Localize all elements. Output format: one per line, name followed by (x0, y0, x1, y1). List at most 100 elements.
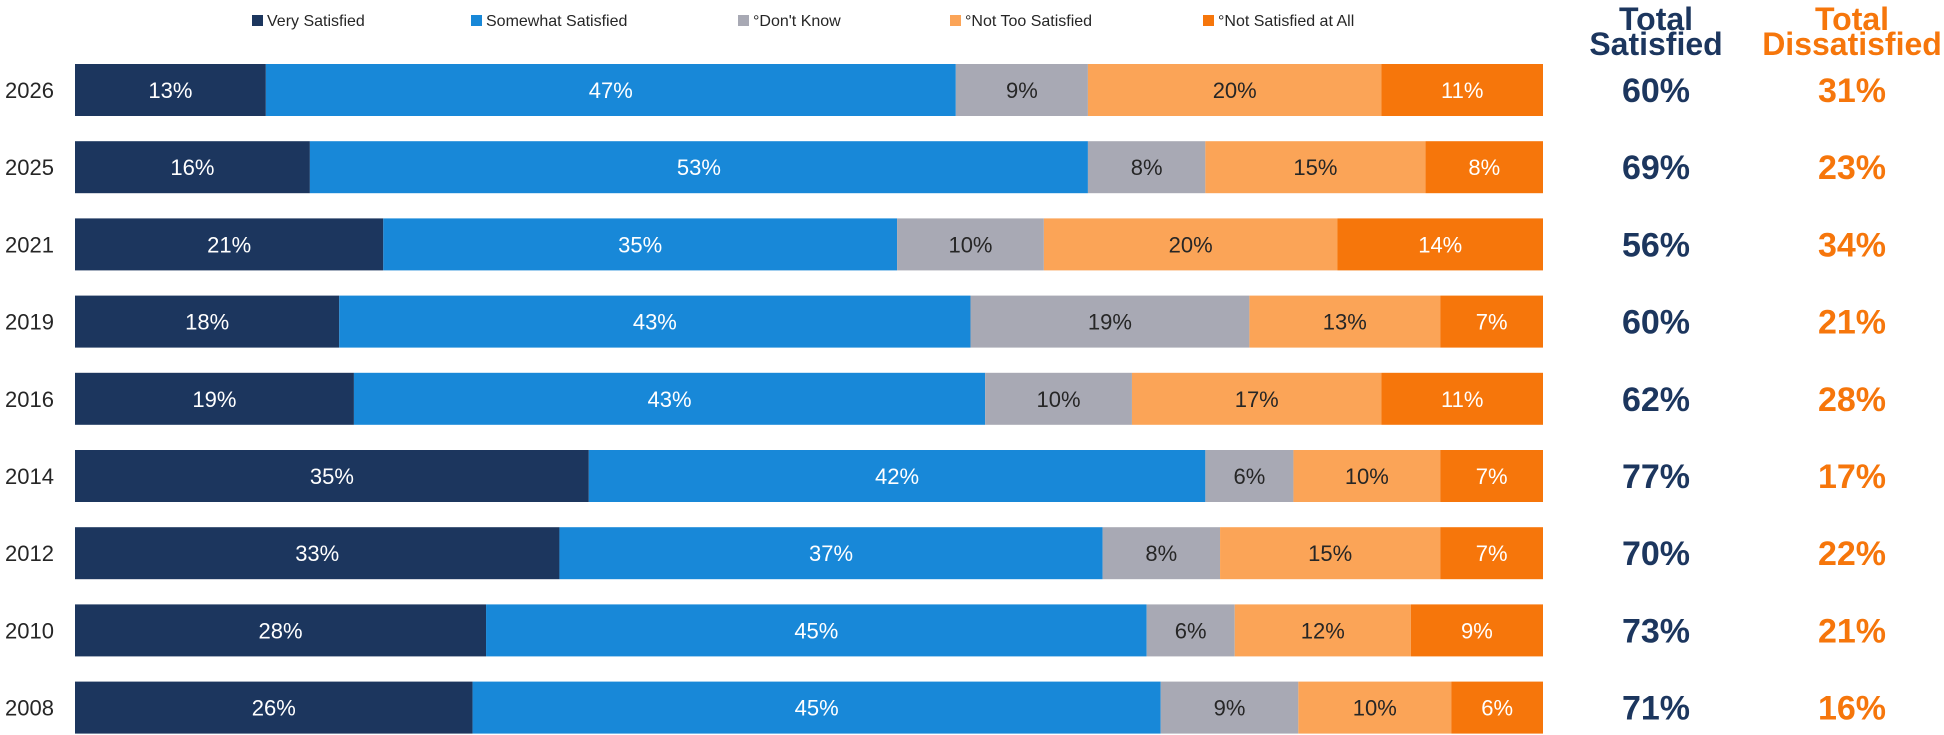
bar-segment-not-satisfied-at-all (1440, 450, 1543, 502)
total-dissatisfied-value: 31% (1818, 72, 1886, 110)
data-label-somewhat-satisfied: 43% (633, 310, 677, 335)
bar-segment-not-satisfied-at-all (1381, 64, 1543, 116)
total-satisfied-value: 60% (1622, 304, 1690, 342)
total-satisfied-value: 60% (1622, 72, 1690, 110)
data-label-don-t-know: 8% (1145, 541, 1177, 566)
data-label-very-satisfied: 18% (185, 310, 229, 335)
data-label-don-t-know: 6% (1175, 618, 1207, 643)
data-label-very-satisfied: 13% (148, 78, 192, 103)
total-satisfied-value: 69% (1622, 149, 1690, 187)
category-label: 2012 (5, 541, 54, 566)
total-dissatisfied-value: 21% (1818, 304, 1886, 342)
legend-swatch (471, 15, 482, 26)
data-label-don-t-know: 8% (1131, 155, 1163, 180)
bar-segment-don-t-know (1087, 141, 1206, 194)
bar-segment-not-too-satisfied (1293, 450, 1441, 502)
data-label-don-t-know: 10% (948, 232, 992, 257)
chart-row-2019: 2019 18% 43% 19% 13% 7% 60% 21% (5, 295, 1886, 348)
legend-swatch (252, 15, 263, 26)
category-label: 2019 (5, 310, 54, 335)
total-dissatisfied-value: 21% (1818, 612, 1886, 650)
data-label-not-too-satisfied: 20% (1169, 232, 1213, 257)
total-dissatisfied-value: 28% (1818, 381, 1886, 419)
bar-segment-somewhat-satisfied (265, 64, 956, 116)
bar-segment-not-too-satisfied (1234, 604, 1411, 657)
bar-segment-don-t-know (985, 372, 1132, 425)
legend-item-somewhat-satisfied: Somewhat Satisfied (471, 13, 627, 30)
data-label-not-too-satisfied: 15% (1293, 155, 1337, 180)
data-label-somewhat-satisfied: 45% (794, 618, 838, 643)
bar-segment-somewhat-satisfied (472, 681, 1161, 734)
bar-segment-not-satisfied-at-all (1425, 141, 1543, 194)
bar-segment-don-t-know (897, 218, 1044, 271)
legend-label: °Not Too Satisfied (965, 13, 1092, 30)
bar-segment-don-t-know (970, 295, 1250, 348)
chart-row-2016: 2016 19% 43% 10% 17% 11% 62% 28% (5, 372, 1886, 425)
data-label-very-satisfied: 28% (258, 618, 302, 643)
bar-segment-don-t-know (1160, 681, 1299, 734)
data-label-not-satisfied-at-all: 7% (1476, 464, 1508, 489)
bar-segment-somewhat-satisfied (486, 604, 1147, 657)
data-label-very-satisfied: 19% (192, 387, 236, 412)
data-label-not-too-satisfied: 15% (1308, 541, 1352, 566)
total-satisfied-value: 62% (1622, 381, 1690, 419)
bar-segment-not-too-satisfied (1043, 218, 1338, 271)
bar-segment-not-satisfied-at-all (1440, 295, 1543, 348)
data-label-not-satisfied-at-all: 8% (1468, 155, 1500, 180)
legend-label: Very Satisfied (267, 13, 365, 30)
bar-segment-somewhat-satisfied (588, 450, 1206, 502)
total-dissatisfied-value: 22% (1818, 535, 1886, 573)
header-total-dissatisfied-line-2: Dissatisfied (1762, 26, 1942, 62)
bar-segment-very-satisfied (75, 372, 354, 425)
data-label-don-t-know: 9% (1214, 696, 1246, 721)
data-label-very-satisfied: 33% (295, 541, 339, 566)
data-label-very-satisfied: 35% (310, 464, 354, 489)
total-satisfied-value: 56% (1622, 226, 1690, 264)
chart-row-2008: 2008 26% 45% 9% 10% 6% 71% 16% (5, 681, 1886, 734)
data-label-not-too-satisfied: 12% (1301, 618, 1345, 643)
data-label-not-satisfied-at-all: 7% (1476, 310, 1508, 335)
total-dissatisfied-value: 16% (1818, 690, 1886, 728)
data-label-somewhat-satisfied: 42% (875, 464, 919, 489)
bar-segment-don-t-know (1205, 450, 1294, 502)
bar-segment-very-satisfied (75, 681, 473, 734)
chart-row-2014: 2014 35% 42% 6% 10% 7% 77% 17% (5, 450, 1886, 502)
total-dissatisfied-value: 23% (1818, 149, 1886, 187)
legend-label: Somewhat Satisfied (486, 13, 627, 30)
data-label-not-too-satisfied: 20% (1213, 78, 1257, 103)
bar-segment-very-satisfied (75, 64, 266, 116)
bar-segment-very-satisfied (75, 141, 310, 194)
data-label-don-t-know: 6% (1234, 464, 1266, 489)
category-label: 2016 (5, 387, 54, 412)
legend-swatch (950, 15, 961, 26)
legend-swatch (1203, 15, 1214, 26)
legend-label: °Don't Know (753, 13, 841, 30)
data-label-very-satisfied: 16% (170, 155, 214, 180)
data-label-very-satisfied: 21% (207, 232, 251, 257)
data-label-somewhat-satisfied: 37% (809, 541, 853, 566)
bar-segment-don-t-know (955, 64, 1088, 116)
category-label: 2026 (5, 78, 54, 103)
category-label: 2008 (5, 696, 54, 721)
bar-segment-very-satisfied (75, 604, 487, 657)
total-satisfied-value: 77% (1622, 458, 1690, 496)
header-total-satisfied-line-2: Satisfied (1589, 26, 1722, 62)
legend-item-very-satisfied: Very Satisfied (252, 13, 365, 30)
bar-segment-not-too-satisfied (1298, 681, 1452, 734)
bar-segment-not-satisfied-at-all (1451, 681, 1543, 734)
bar-segment-not-satisfied-at-all (1381, 372, 1543, 425)
data-label-not-satisfied-at-all: 6% (1481, 696, 1513, 721)
bar-segment-somewhat-satisfied (353, 372, 986, 425)
data-label-not-satisfied-at-all: 7% (1476, 541, 1508, 566)
bar-segment-somewhat-satisfied (309, 141, 1088, 194)
chart-row-2021: 2021 21% 35% 10% 20% 14% 56% 34% (5, 218, 1886, 271)
total-dissatisfied-value: 17% (1818, 458, 1886, 496)
chart-row-2010: 2010 28% 45% 6% 12% 9% 73% 21% (5, 604, 1886, 657)
chart-row-2025: 2025 16% 53% 8% 15% 8% 69% 23% (5, 141, 1886, 194)
category-label: 2021 (5, 232, 54, 257)
data-label-don-t-know: 9% (1006, 78, 1038, 103)
legend-item-not-too-satisfied: °Not Too Satisfied (950, 13, 1092, 30)
data-label-somewhat-satisfied: 35% (618, 232, 662, 257)
bar-segment-not-satisfied-at-all (1440, 527, 1543, 580)
